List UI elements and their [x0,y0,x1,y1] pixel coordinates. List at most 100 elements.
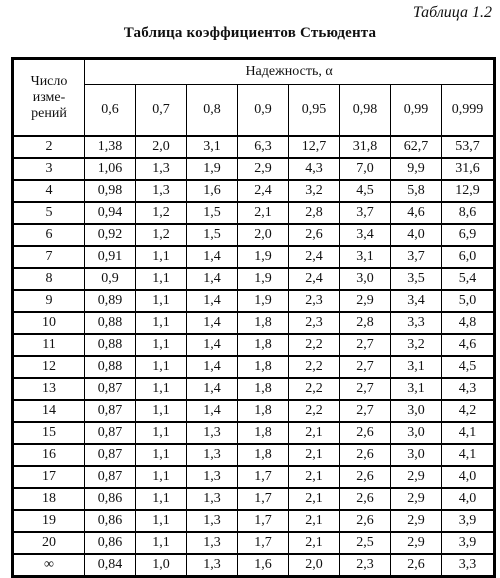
coefficient-cell: 2,1 [288,421,340,445]
alpha-header-cell: 0,6 [84,84,136,137]
coefficient-cell: 5,4 [440,267,496,291]
measurements-count-header: Число изме- рений [12,58,85,137]
coefficient-cell: 4,5 [339,179,391,203]
table-row: 9 0,89 1,1 1,4 1,9 2,3 2,9 3,4 5,0 [12,289,496,313]
coefficient-cell: 3,2 [288,179,340,203]
coefficient-cell: 1,4 [186,289,238,313]
coefficient-cell: 62,7 [390,135,442,159]
measurements-count-cell: 2 [12,135,85,159]
coefficient-cell: 1,3 [186,553,238,577]
coefficient-cell: 1,8 [237,443,289,467]
coefficient-cell: 1,38 [84,135,136,159]
coefficient-cell: 4,6 [440,333,496,357]
measurements-count-cell: 6 [12,223,85,247]
coefficient-cell: 4,0 [390,223,442,247]
coefficient-cell: 1,3 [135,179,187,203]
coefficient-cell: 1,3 [186,531,238,555]
measurements-count-cell: 16 [12,443,85,467]
coefficient-cell: 4,0 [440,487,496,511]
table-row: 4 0,98 1,3 1,6 2,4 3,2 4,5 5,8 12,9 [12,179,496,203]
coefficient-cell: 0,98 [84,179,136,203]
coefficient-cell: 2,6 [339,487,391,511]
coefficient-cell: 1,1 [135,311,187,335]
coefficient-cell: 1,7 [237,509,289,533]
coefficient-cell: 3,9 [440,509,496,533]
coefficient-cell: 1,4 [186,355,238,379]
coefficient-cell: 2,7 [339,355,391,379]
coefficient-cell: 3,1 [186,135,238,159]
coefficient-cell: 4,2 [440,399,496,423]
coefficient-cell: 0,91 [84,245,136,269]
header-line: Число [30,73,68,89]
measurements-count-cell: 5 [12,201,85,225]
coefficient-cell: 1,9 [186,157,238,181]
coefficient-cell: 2,4 [288,245,340,269]
coefficient-cell: 3,4 [390,289,442,313]
coefficient-cell: 1,1 [135,289,187,313]
coefficient-cell: 1,8 [237,399,289,423]
measurements-count-cell: 15 [12,421,85,445]
header-line: изме- [32,89,66,105]
coefficient-cell: 2,6 [339,443,391,467]
measurements-count-cell: 20 [12,531,85,555]
coefficient-cell: 6,0 [440,245,496,269]
coefficient-cell: 2,6 [339,465,391,489]
table-row: 15 0,87 1,1 1,3 1,8 2,1 2,6 3,0 4,1 [12,421,496,445]
coefficient-cell: 1,8 [237,377,289,401]
measurements-count-cell: 12 [12,355,85,379]
coefficient-cell: 0,92 [84,223,136,247]
coefficient-cell: 3,7 [390,245,442,269]
coefficient-cell: 1,3 [186,443,238,467]
reliability-header: Надежность, α [83,58,496,85]
coefficient-cell: 3,9 [440,531,496,555]
coefficient-cell: 2,0 [237,223,289,247]
table-row: 16 0,87 1,1 1,3 1,8 2,1 2,6 3,0 4,1 [12,443,496,467]
coefficient-cell: 3,7 [339,201,391,225]
header-line: рений [31,105,67,121]
coefficient-cell: 1,8 [237,311,289,335]
coefficient-cell: 1,4 [186,245,238,269]
coefficient-cell: 3,3 [390,311,442,335]
coefficient-cell: 2,6 [288,223,340,247]
coefficient-cell: 1,3 [186,509,238,533]
coefficient-cell: 0,94 [84,201,136,225]
coefficient-cell: 2,2 [288,399,340,423]
coefficient-cell: 0,87 [84,399,136,423]
table-row: 18 0,86 1,1 1,3 1,7 2,1 2,6 2,9 4,0 [12,487,496,511]
measurements-count-cell: 17 [12,465,85,489]
table-row: 2 1,38 2,0 3,1 6,3 12,7 31,8 62,7 53,7 [12,135,496,159]
coefficient-cell: 6,3 [237,135,289,159]
coefficient-cell: 1,1 [135,421,187,445]
table-row: 10 0,88 1,1 1,4 1,8 2,3 2,8 3,3 4,8 [12,311,496,335]
coefficient-cell: 1,6 [237,553,289,577]
coefficient-cell: 3,4 [339,223,391,247]
coefficient-cell: 1,5 [186,201,238,225]
coefficient-cell: 0,88 [84,333,136,357]
coefficient-cell: 5,0 [440,289,496,313]
alpha-header-cell: 0,99 [390,84,442,137]
student-coefficients-table: Число изме- рений Надежность, α 0,6 0,7 0,… [11,57,497,578]
alpha-header-cell: 0,98 [339,84,391,137]
coefficient-cell: 1,2 [135,223,187,247]
measurements-count-cell: 9 [12,289,85,313]
coefficient-cell: 0,88 [84,355,136,379]
coefficient-cell: 2,1 [288,531,340,555]
table-row: 13 0,87 1,1 1,4 1,8 2,2 2,7 3,1 4,3 [12,377,496,401]
coefficient-cell: 2,1 [288,509,340,533]
coefficient-cell: 2,9 [390,531,442,555]
coefficient-cell: 1,1 [135,399,187,423]
measurements-count-cell: 11 [12,333,85,357]
measurements-count-cell: 7 [12,245,85,269]
coefficient-cell: 0,87 [84,465,136,489]
alpha-header-row: 0,6 0,7 0,8 0,9 0,95 0,98 0,99 0,999 [13,84,496,137]
coefficient-cell: 8,6 [440,201,496,225]
table-row: 19 0,86 1,1 1,3 1,7 2,1 2,6 2,9 3,9 [12,509,496,533]
coefficient-cell: 1,8 [237,421,289,445]
measurements-count-cell: 10 [12,311,85,335]
table-row: 3 1,06 1,3 1,9 2,9 4,3 7,0 9,9 31,6 [12,157,496,181]
alpha-header-cell: 0,8 [186,84,238,137]
coefficient-cell: 0,86 [84,487,136,511]
coefficient-cell: 1,1 [135,333,187,357]
coefficient-cell: 2,7 [339,377,391,401]
coefficient-cell: 1,1 [135,267,187,291]
